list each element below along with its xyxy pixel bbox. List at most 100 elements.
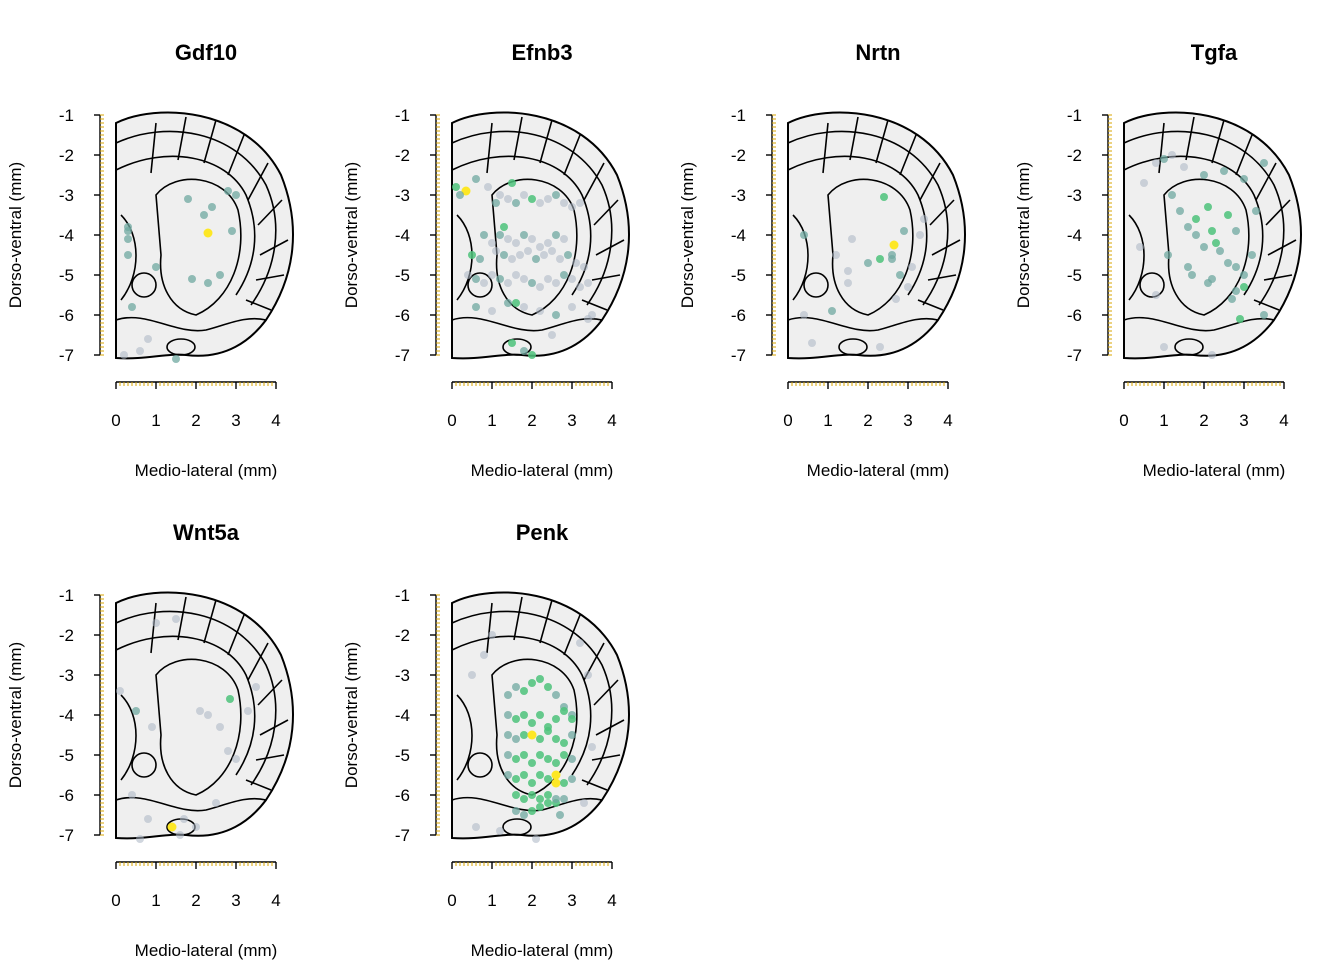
cortical-boundary	[1185, 116, 1195, 161]
data-points	[120, 187, 240, 363]
data-point	[1160, 155, 1168, 163]
y-tick-label: -2	[1067, 146, 1082, 165]
x-tick-label: 1	[487, 891, 496, 910]
data-points	[452, 175, 596, 359]
data-point	[544, 195, 552, 203]
data-point	[551, 778, 561, 788]
data-point	[496, 827, 504, 835]
cortex-layer	[115, 130, 277, 306]
data-point	[544, 239, 552, 247]
x-tick-label: 4	[943, 411, 952, 430]
data-point	[1260, 159, 1268, 167]
data-point	[520, 303, 528, 311]
data-point	[528, 679, 536, 687]
y-tick-label: -3	[731, 186, 746, 205]
cortical-boundary	[899, 134, 917, 176]
data-point	[1184, 223, 1192, 231]
x-tick-label: 1	[487, 411, 496, 430]
data-point	[536, 307, 544, 315]
x-tick-label: 0	[447, 411, 456, 430]
data-point	[468, 251, 476, 259]
data-point	[124, 223, 132, 231]
cortical-boundary	[1265, 199, 1291, 226]
data-point	[560, 795, 568, 803]
data-point	[1232, 227, 1240, 235]
data-point	[832, 251, 840, 259]
anterior-commissure	[467, 272, 493, 298]
data-point	[496, 231, 504, 239]
cortex-layer	[787, 155, 928, 296]
data-point	[920, 215, 928, 223]
data-point	[512, 715, 520, 723]
data-point	[500, 251, 508, 259]
data-point	[252, 683, 260, 691]
data-point	[584, 671, 592, 679]
cortical-boundary	[563, 614, 581, 656]
data-point	[1160, 343, 1168, 351]
y-axis: -1 -2 -3 -4 -5 -6 -7 Dorso-ventral (mm)	[342, 106, 440, 365]
cortex-layer	[115, 610, 277, 786]
cortical-boundary	[247, 642, 269, 681]
data-point	[536, 199, 544, 207]
data-point	[876, 255, 884, 263]
data-point	[528, 779, 536, 787]
data-point	[464, 271, 472, 279]
data-point	[536, 283, 544, 291]
data-point	[536, 771, 544, 779]
data-point	[120, 351, 128, 359]
data-point	[1152, 159, 1160, 167]
cortical-boundary	[919, 162, 941, 201]
x-tick-label: 1	[151, 411, 160, 430]
panel-title: Nrtn	[855, 40, 900, 65]
data-point	[800, 311, 808, 319]
data-point	[1240, 175, 1248, 183]
data-point	[1188, 271, 1196, 279]
y-tick-label: -5	[395, 746, 410, 765]
cortical-boundary	[917, 299, 944, 311]
y-tick-label: -4	[1067, 226, 1082, 245]
x-axis-label: Medio-lateral (mm)	[471, 461, 614, 480]
data-point	[484, 183, 492, 191]
data-point	[568, 775, 576, 783]
data-point	[536, 751, 544, 759]
cortical-boundary	[150, 122, 157, 174]
cortical-boundary	[1253, 299, 1280, 311]
y-axis-label: Dorso-ventral (mm)	[342, 642, 361, 788]
panel-penk: Penk -1 -2 -3 -4 -5 -6 -7 Dorso-ventral (mm) 0 1 2 3…	[342, 520, 630, 960]
ventral-boundary	[115, 796, 267, 812]
cortical-boundary	[150, 602, 157, 654]
y-tick-label: -2	[59, 626, 74, 645]
data-point	[224, 747, 232, 755]
data-point	[532, 255, 540, 263]
x-tick-label: 1	[1159, 411, 1168, 430]
olfactory-tubercle	[502, 338, 532, 356]
data-point	[560, 271, 568, 279]
data-point	[520, 795, 528, 803]
ventral-boundary	[115, 316, 267, 332]
x-tick-label: 1	[151, 891, 160, 910]
data-point	[504, 711, 512, 719]
cortical-boundary	[931, 239, 961, 256]
x-tick-label: 4	[1279, 411, 1288, 430]
y-tick-label: -7	[1067, 346, 1082, 365]
ventral-boundary	[451, 316, 603, 332]
data-point	[452, 183, 460, 191]
data-point	[488, 631, 496, 639]
data-point	[552, 795, 560, 803]
data-point	[808, 339, 816, 347]
data-point	[876, 343, 884, 351]
x-tick-label: 2	[191, 891, 200, 910]
data-point	[1240, 271, 1248, 279]
y-tick-label: -3	[59, 666, 74, 685]
data-point	[548, 247, 556, 255]
brain-contour	[787, 111, 966, 360]
data-point	[580, 799, 588, 807]
data-point	[576, 639, 584, 647]
striatum-contour	[155, 178, 242, 316]
data-point	[508, 255, 516, 263]
data-point	[1204, 203, 1212, 211]
data-point	[568, 203, 576, 211]
data-point	[520, 687, 528, 695]
cortical-boundary	[513, 116, 523, 161]
x-tick-label: 3	[1239, 411, 1248, 430]
